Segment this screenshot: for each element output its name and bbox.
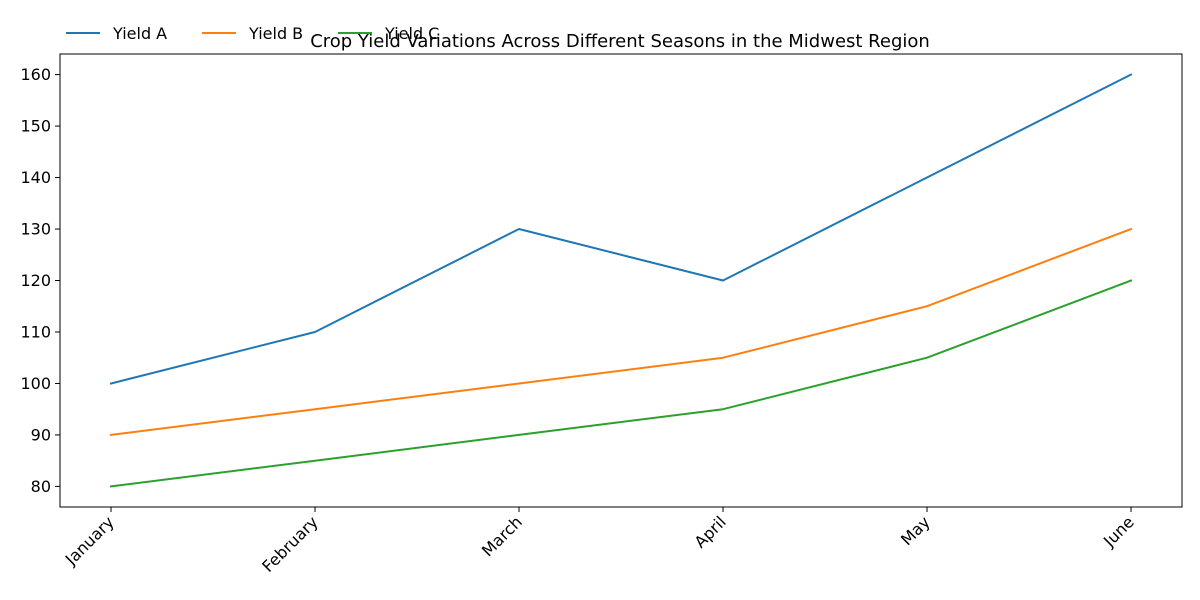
y-tick-label: 120: [20, 271, 51, 290]
series-line-yield-a: [109, 73, 1133, 385]
legend-item: Yield B: [202, 24, 303, 43]
legend-label: Yield C: [384, 24, 439, 43]
x-tick-label: May: [897, 512, 934, 549]
x-tick-label: June: [1099, 512, 1138, 551]
y-tick-label: 150: [20, 117, 51, 136]
y-tick-label: 160: [20, 65, 51, 84]
y-tick-label: 130: [20, 220, 51, 239]
x-tick-label: February: [258, 512, 322, 576]
legend-item: Yield A: [66, 24, 167, 43]
y-tick-label: 140: [20, 168, 51, 187]
legend-label: Yield A: [112, 24, 167, 43]
plot-frame: [59, 53, 1183, 508]
series-lines: [109, 73, 1133, 488]
x-tick-label: January: [61, 512, 118, 569]
legend-label: Yield B: [248, 24, 303, 43]
legend-item: Yield C: [338, 24, 439, 43]
series-line-yield-c: [109, 279, 1133, 488]
x-tick-label: March: [478, 512, 526, 560]
series-line-yield-b: [109, 227, 1133, 437]
y-tick-label: 90: [31, 425, 51, 444]
chart-title: Crop Yield Variations Across Different S…: [310, 31, 930, 52]
y-tick-label: 100: [20, 374, 51, 393]
y-tick-label: 110: [20, 322, 51, 341]
y-tick-label: 80: [31, 477, 51, 496]
axes: 80 90 100 110 120 130 140 150 160 January February…: [20, 53, 1183, 576]
x-tick-label: April: [691, 512, 730, 551]
legend: Yield A Yield B Yield C: [66, 24, 439, 43]
